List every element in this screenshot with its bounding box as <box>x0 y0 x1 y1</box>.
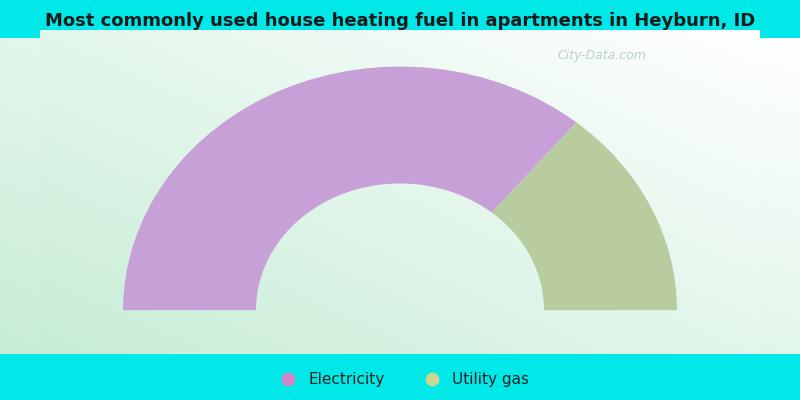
Text: Electricity: Electricity <box>308 372 384 387</box>
Wedge shape <box>123 66 577 310</box>
Text: Most commonly used house heating fuel in apartments in Heyburn, ID: Most commonly used house heating fuel in… <box>45 12 755 30</box>
Text: City-Data.com: City-Data.com <box>557 50 646 62</box>
Wedge shape <box>492 122 677 310</box>
Text: Utility gas: Utility gas <box>452 372 529 387</box>
